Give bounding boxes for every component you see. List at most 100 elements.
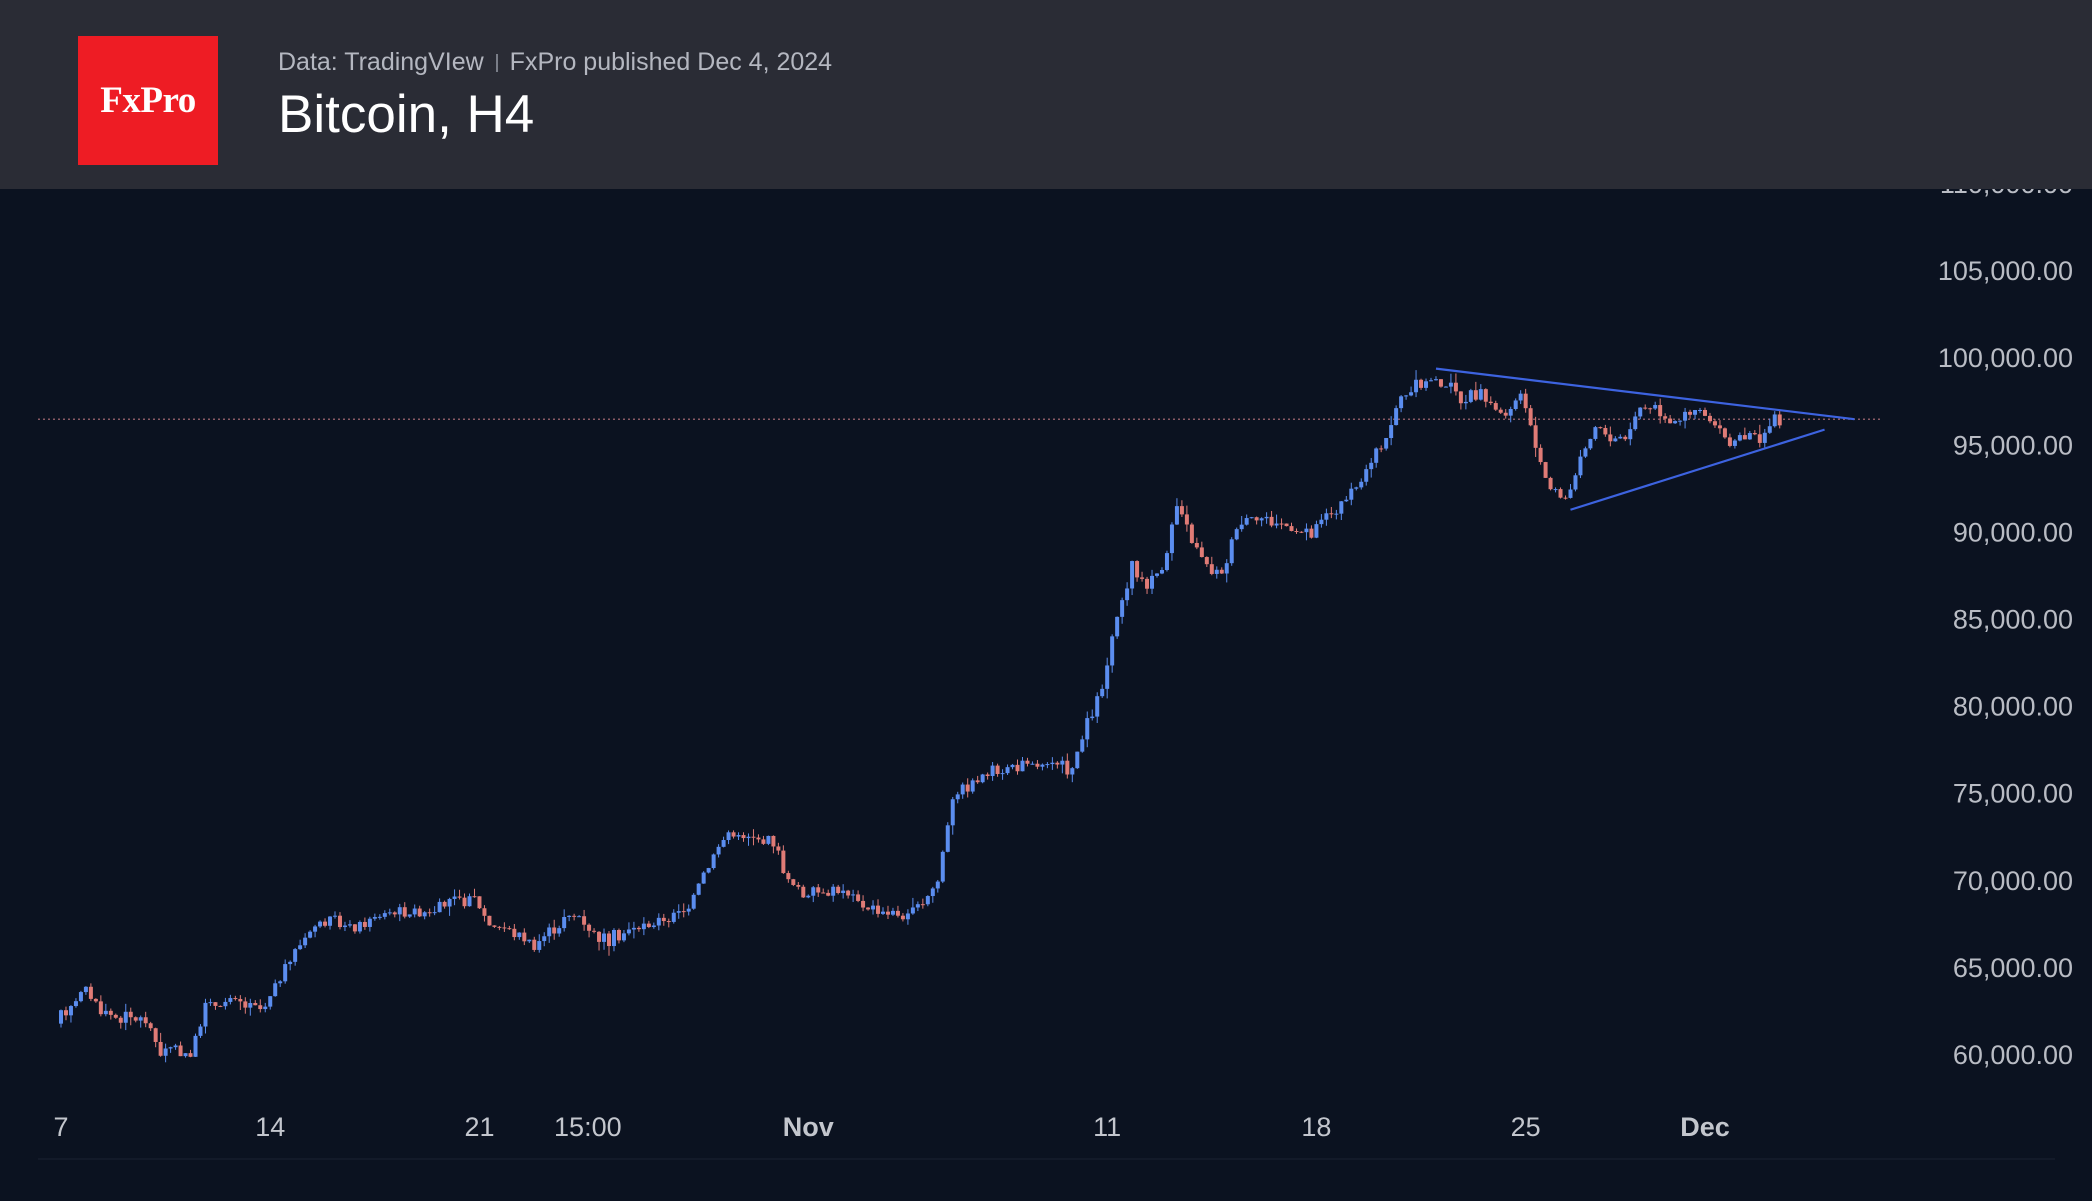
candle-body [871, 905, 876, 910]
candle-body [1299, 531, 1304, 533]
candle-body [881, 911, 885, 914]
candle-body [671, 912, 676, 922]
candle-body [960, 784, 965, 795]
candle-body [1752, 433, 1757, 435]
candle-body [1603, 427, 1608, 435]
y-tick-label: 95,000.00 [1953, 430, 2073, 460]
candle-body [78, 992, 83, 1002]
candle-body [851, 894, 856, 896]
candle-body [118, 1017, 123, 1023]
candle-body [1389, 425, 1394, 439]
candle-body [188, 1053, 193, 1057]
candle-body [1085, 718, 1090, 740]
candle-body [1473, 390, 1478, 400]
candle-body [751, 836, 756, 838]
candle-body [318, 921, 323, 927]
candle-body [1105, 665, 1110, 689]
candle-body [1125, 588, 1130, 601]
candle-body [646, 923, 651, 928]
candle-body [1145, 578, 1150, 589]
candle-body [158, 1041, 163, 1056]
candle-body [1643, 407, 1648, 409]
candle-body [268, 996, 273, 1007]
candle-body [1035, 763, 1040, 767]
candle-body [1458, 391, 1463, 404]
candle-body [1344, 499, 1349, 502]
candle-body [1169, 524, 1174, 554]
candle-body [1747, 433, 1752, 440]
candle-body [273, 983, 278, 997]
y-tick-label: 85,000.00 [1953, 605, 2073, 635]
candle-body [347, 924, 352, 926]
candle-body [1179, 506, 1184, 515]
candle-body [487, 915, 492, 926]
candle-body [1429, 380, 1433, 382]
candle-body [133, 1017, 138, 1021]
candle-body [1419, 379, 1424, 388]
candle-body [796, 884, 801, 887]
x-tick-label: Nov [783, 1112, 834, 1142]
candle-body [422, 912, 427, 917]
candle-body [442, 901, 447, 907]
candle-body [1164, 553, 1169, 570]
candle-body [631, 927, 636, 930]
candle-body [726, 832, 731, 841]
candle-body [253, 1002, 258, 1006]
candle-body [910, 907, 915, 914]
header: FxPro Data: TradingVIew FxPro published … [0, 0, 2092, 189]
candle-body [1229, 539, 1234, 564]
candle-body [1767, 426, 1772, 433]
candle-body [68, 1006, 73, 1016]
candle-body [641, 923, 646, 930]
candle-body [736, 835, 741, 837]
x-tick-label: 21 [464, 1112, 494, 1142]
candle-body [602, 933, 607, 942]
candle-body [73, 1001, 78, 1007]
candle-body [1683, 411, 1688, 421]
fxpro-logo: FxPro [78, 36, 218, 165]
chart-area[interactable]: 60,000.00 65,000.00 70,000.00 75,000.00 80,0… [0, 169, 2092, 1196]
candle-body [616, 929, 621, 941]
x-tick-label: Dec [1680, 1112, 1730, 1142]
candle-body [1648, 408, 1653, 410]
candle-body [492, 925, 497, 927]
candle-body [741, 835, 746, 839]
candle-body [98, 1001, 103, 1015]
candle-body [1528, 408, 1533, 426]
candle-body [128, 1011, 133, 1018]
candle-body [407, 914, 412, 917]
candle-body [626, 929, 631, 934]
candle-body [333, 915, 337, 917]
candle-body [1339, 501, 1344, 514]
candle-body [766, 835, 771, 844]
candle-body [357, 921, 362, 932]
candle-body [1379, 448, 1384, 450]
candle-body [298, 945, 303, 950]
candle-body [572, 915, 577, 917]
candle-body [1159, 569, 1164, 574]
candle-body [512, 928, 517, 938]
candle-body [223, 1001, 228, 1007]
candle-body [1249, 517, 1254, 519]
candle-body [527, 939, 532, 942]
candle-body [1533, 425, 1538, 448]
candle-body [113, 1014, 118, 1018]
candle-body [681, 911, 686, 913]
candle-body [183, 1053, 188, 1057]
x-axis: 7 14 21 15:00 Nov 11 18 25 Dec [53, 1112, 1729, 1142]
candle-body [1334, 513, 1339, 515]
candle-body [1558, 489, 1563, 498]
candle-body [1095, 696, 1100, 717]
candle-body [178, 1045, 183, 1057]
candlestick-chart[interactable]: 60,000.00 65,000.00 70,000.00 75,000.00 80,0… [0, 169, 2092, 1196]
candle-body [761, 839, 766, 844]
candle-body [1568, 489, 1573, 498]
candle-body [1199, 547, 1204, 558]
candle-body [382, 913, 387, 917]
candle-body [1090, 716, 1095, 719]
y-tick-label: 70,000.00 [1953, 866, 2073, 896]
candle-body [1712, 421, 1717, 426]
candle-body [1100, 688, 1105, 697]
candle-body [1359, 481, 1364, 488]
candle-body [1259, 518, 1264, 521]
